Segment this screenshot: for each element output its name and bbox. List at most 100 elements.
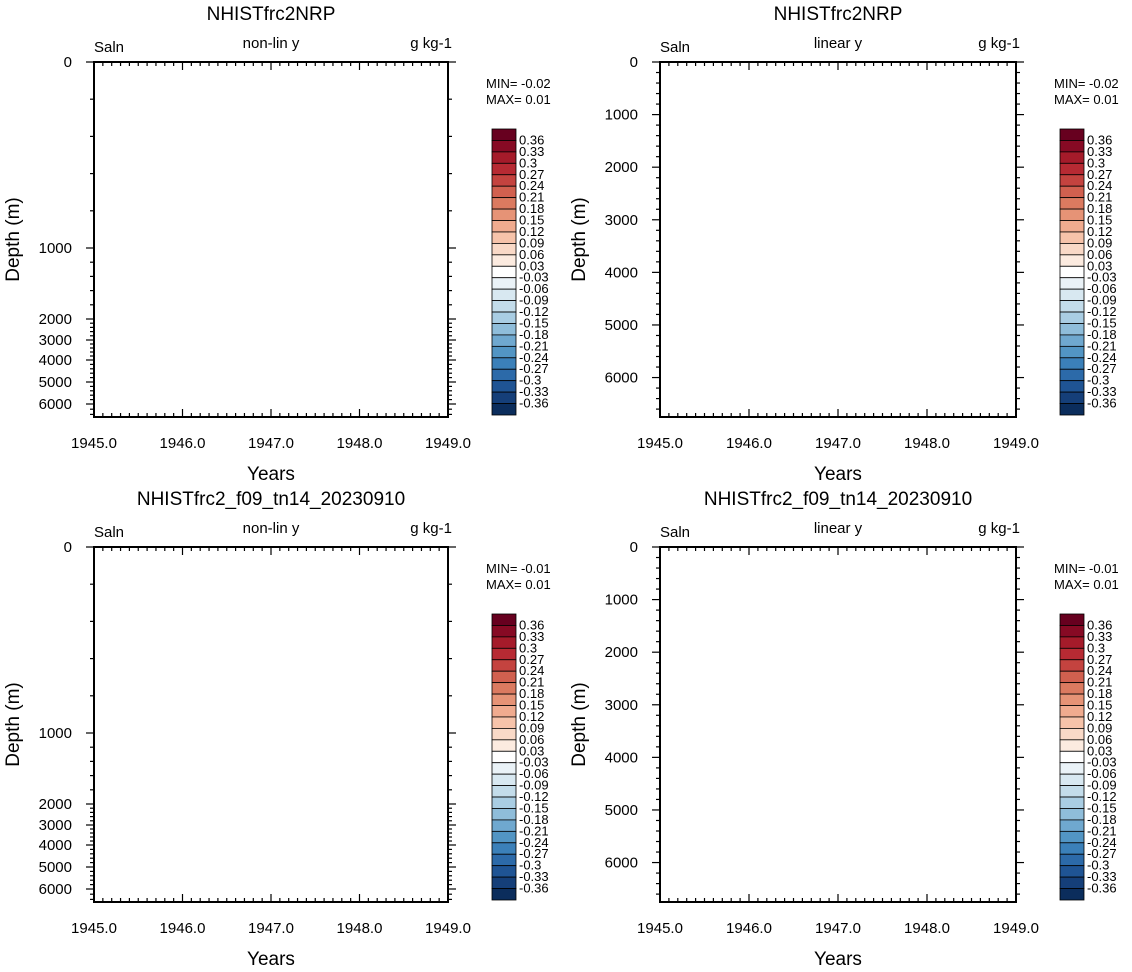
colorbar-label: -0.3 — [1087, 373, 1109, 388]
x-tick-label: 1949.0 — [993, 920, 1039, 937]
colorbar-label: 0.33 — [1087, 144, 1112, 159]
colorbar-box — [491, 185, 517, 199]
colorbar-box — [1059, 682, 1085, 695]
colorbar-label: 0.21 — [519, 675, 544, 690]
colorbar-label: 0.36 — [519, 132, 544, 147]
x-tick-label: 1946.0 — [160, 435, 206, 452]
colorbar-box — [491, 323, 517, 336]
colorbar-label: -0.24 — [1087, 835, 1117, 850]
colorbar-label: -0.15 — [1087, 800, 1117, 815]
colorbar-label: 0.03 — [1087, 258, 1112, 273]
colorbar-label: 0.18 — [1087, 686, 1112, 701]
x-axis-label: Years — [247, 464, 295, 485]
colorbar-label: -0.03 — [1087, 755, 1117, 770]
colorbar-box — [1059, 265, 1085, 279]
colorbar-box — [1059, 876, 1085, 889]
colorbar-box — [491, 682, 517, 695]
colorbar-label: -0.09 — [1087, 778, 1117, 793]
colorbar-label: 0.15 — [519, 698, 544, 713]
right-string: g kg-1 — [410, 520, 452, 537]
panel-title: NHISTfrc2_f09_tn14_20230910 — [704, 489, 972, 510]
colorbar-box — [1059, 853, 1085, 867]
colorbar-box — [491, 865, 517, 878]
colorbar-label: -0.12 — [1087, 304, 1117, 319]
y-tick-label: 4000 — [39, 352, 72, 369]
colorbar-box — [491, 208, 517, 221]
y-tick-label: 0 — [630, 539, 638, 556]
y-tick-label: 4000 — [605, 749, 638, 766]
colorbar-box — [1059, 762, 1085, 775]
x-tick-label: 1946.0 — [726, 435, 772, 452]
colorbar-box — [491, 380, 517, 393]
colorbar-box — [1059, 773, 1085, 786]
colorbar-box — [1059, 391, 1085, 404]
colorbar-label: -0.33 — [1087, 384, 1117, 399]
colorbar-label: -0.18 — [1087, 327, 1117, 342]
x-tick-label: 1945.0 — [71, 435, 117, 452]
x-tick-label: 1945.0 — [71, 920, 117, 937]
x-tick-label: 1946.0 — [160, 920, 206, 937]
colorbar-label: 0.09 — [519, 720, 544, 735]
colorbar-label: 0.33 — [519, 144, 544, 159]
colorbar-label: -0.33 — [519, 384, 549, 399]
colorbar-box — [1059, 613, 1085, 626]
panel-3: NHISTfrc2_f09_tn14_20230910 Saln non-lin y… — [3, 489, 551, 970]
y-tick-label: 2000 — [39, 796, 72, 813]
colorbar-box — [491, 728, 517, 741]
y-axis-label: Depth (m) — [569, 197, 590, 281]
colorbar-label: 0.18 — [1087, 201, 1112, 216]
colorbar-label: 0.18 — [519, 686, 544, 701]
colorbar-box — [491, 140, 517, 153]
x-tick-label: 1948.0 — [904, 920, 950, 937]
y-tick-label: 1000 — [605, 107, 638, 124]
colorbar-box — [491, 311, 517, 324]
y-tick-label: 6000 — [39, 881, 72, 898]
colorbar-label: 0.24 — [519, 178, 544, 193]
colorbar-label: -0.24 — [519, 835, 549, 850]
colorbar-box — [491, 220, 517, 233]
colorbar-box — [491, 716, 517, 729]
colorbar-label: -0.3 — [1087, 858, 1109, 873]
y-tick-label: 0 — [64, 539, 72, 556]
colorbar-label: 0.24 — [1087, 663, 1112, 678]
min-label: MIN= -0.01 — [486, 561, 551, 576]
center-string: non-lin y — [243, 35, 300, 52]
colorbar-box — [491, 762, 517, 775]
colorbar: 0.360.330.30.270.240.210.180.150.120.090… — [491, 128, 549, 416]
colorbar-label: -0.27 — [519, 361, 549, 376]
colorbar-label: -0.27 — [1087, 846, 1117, 861]
colorbar-box — [1059, 174, 1085, 187]
colorbar-box — [491, 773, 517, 786]
panel-4: NHISTfrc2_f09_tn14_20230910 Saln linear y g… — [569, 489, 1119, 970]
x-tick-label: 1947.0 — [815, 435, 861, 452]
plot-frame — [659, 546, 1017, 903]
colorbar-box — [491, 625, 517, 638]
colorbar-box — [1059, 311, 1085, 324]
x-tick-label: 1948.0 — [337, 920, 383, 937]
colorbar-box — [491, 300, 517, 313]
colorbar-label: 0.21 — [1087, 190, 1112, 205]
y-tick-label: 1000 — [39, 725, 72, 742]
colorbar: 0.360.330.30.270.240.210.180.150.120.090… — [1059, 613, 1117, 901]
y-tick-label: 5000 — [605, 317, 638, 334]
right-string: g kg-1 — [978, 520, 1020, 537]
colorbar-box — [491, 705, 517, 718]
x-axis-label: Years — [814, 949, 862, 970]
colorbar-label: -0.06 — [519, 766, 549, 781]
x-axis-label: Years — [814, 464, 862, 485]
colorbar-box — [491, 613, 517, 626]
colorbar-box — [1059, 208, 1085, 221]
min-label: MIN= -0.01 — [1054, 561, 1119, 576]
colorbar-box — [491, 830, 517, 844]
colorbar-label: 0.36 — [1087, 132, 1112, 147]
colorbar-box — [491, 693, 517, 706]
colorbar-box — [1059, 323, 1085, 336]
colorbar-label: -0.12 — [1087, 789, 1117, 804]
colorbar-box — [491, 288, 517, 302]
x-tick-label: 1948.0 — [904, 435, 950, 452]
colorbar-box — [1059, 242, 1085, 256]
colorbar-box — [1059, 300, 1085, 313]
x-tick-label: 1948.0 — [337, 435, 383, 452]
colorbar-label: 0.15 — [1087, 698, 1112, 713]
